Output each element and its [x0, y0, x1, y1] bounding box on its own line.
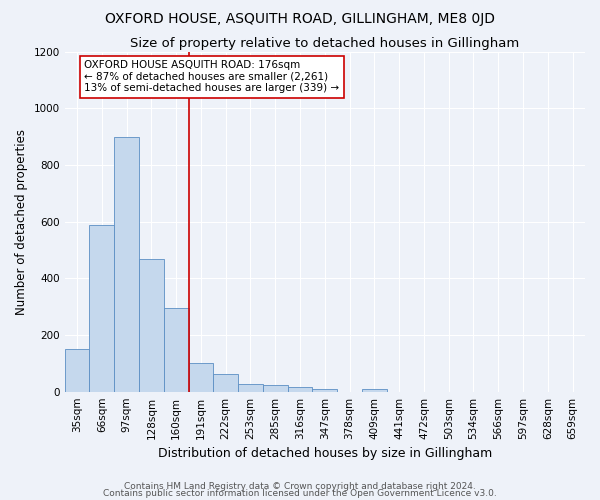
Bar — [362, 389, 387, 392]
Bar — [238, 384, 263, 392]
Bar — [287, 388, 313, 392]
Text: OXFORD HOUSE, ASQUITH ROAD, GILLINGHAM, ME8 0JD: OXFORD HOUSE, ASQUITH ROAD, GILLINGHAM, … — [105, 12, 495, 26]
Bar — [263, 384, 287, 392]
Bar — [214, 374, 238, 392]
Text: Contains HM Land Registry data © Crown copyright and database right 2024.: Contains HM Land Registry data © Crown c… — [124, 482, 476, 491]
Bar — [188, 364, 214, 392]
Bar — [164, 308, 188, 392]
Bar — [139, 258, 164, 392]
X-axis label: Distribution of detached houses by size in Gillingham: Distribution of detached houses by size … — [158, 447, 492, 460]
Text: Contains public sector information licensed under the Open Government Licence v3: Contains public sector information licen… — [103, 490, 497, 498]
Bar — [313, 389, 337, 392]
Bar — [114, 136, 139, 392]
Title: Size of property relative to detached houses in Gillingham: Size of property relative to detached ho… — [130, 38, 520, 51]
Text: OXFORD HOUSE ASQUITH ROAD: 176sqm
← 87% of detached houses are smaller (2,261)
1: OXFORD HOUSE ASQUITH ROAD: 176sqm ← 87% … — [85, 60, 340, 94]
Y-axis label: Number of detached properties: Number of detached properties — [15, 128, 28, 314]
Bar — [65, 349, 89, 392]
Bar — [89, 224, 114, 392]
